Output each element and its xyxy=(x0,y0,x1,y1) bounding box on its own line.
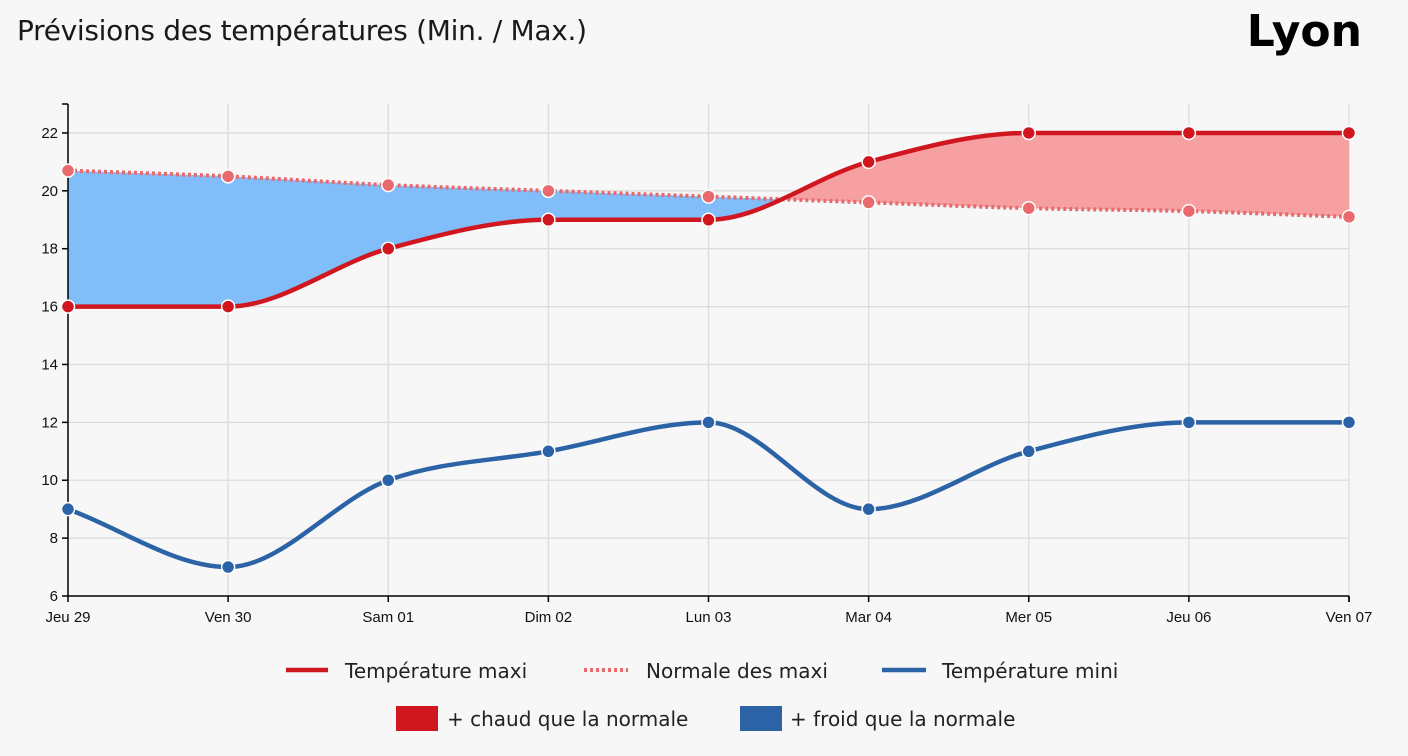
y-tick-label: 10 xyxy=(41,472,58,489)
point-temperature-maxi xyxy=(381,241,396,256)
x-tick-label: Mer 05 xyxy=(1005,609,1052,626)
x-tick-label: Jeu 06 xyxy=(1166,609,1211,626)
x-tick-label: Lun 03 xyxy=(686,609,732,626)
point-temperature-maxi xyxy=(60,299,76,314)
y-tick-label: 16 xyxy=(41,299,58,316)
point-normale-maxi xyxy=(861,195,876,210)
point-normale-maxi xyxy=(220,169,236,184)
point-temperature-mini xyxy=(1341,415,1357,430)
chart-axes: 6 8 10 12 14 16 18 20 22 Jeu 29 Ven 30 Sam 01 Dim 02… xyxy=(41,103,1373,626)
point-normale-maxi xyxy=(541,183,556,199)
point-temperature-maxi xyxy=(1021,125,1036,141)
point-temperature-mini xyxy=(541,444,556,459)
point-temperature-maxi xyxy=(701,212,716,228)
point-temperature-maxi xyxy=(541,212,556,228)
y-tick-label: 12 xyxy=(41,414,58,431)
city-name: Lyon xyxy=(1246,6,1362,57)
chart-points xyxy=(60,125,1357,575)
point-temperature-mini xyxy=(861,501,876,517)
point-normale-maxi xyxy=(1181,203,1197,219)
x-tick-label: Mar 04 xyxy=(845,609,892,626)
point-temperature-maxi xyxy=(220,299,236,314)
y-tick-label: 20 xyxy=(41,183,58,200)
x-tick-label: Ven 07 xyxy=(1326,609,1373,626)
point-temperature-maxi xyxy=(1341,125,1357,141)
area-warmer xyxy=(782,132,1349,217)
point-normale-maxi xyxy=(381,177,396,193)
point-temperature-mini xyxy=(60,501,76,517)
y-tick-label: 14 xyxy=(41,356,58,373)
point-temperature-mini xyxy=(1021,444,1036,459)
point-temperature-maxi xyxy=(1181,125,1197,141)
point-temperature-mini xyxy=(381,472,396,488)
chart-legend: Température maxi Normale des maxi Températ… xyxy=(286,659,1118,731)
x-tick-label: Jeu 29 xyxy=(45,609,90,626)
x-tick-label: Ven 30 xyxy=(205,609,252,626)
legend-plus-froid-label: + froid que la normale xyxy=(790,707,1015,731)
legend-plus-chaud-swatch xyxy=(396,706,438,731)
x-tick-label: Dim 02 xyxy=(525,609,573,626)
point-normale-maxi xyxy=(60,163,76,178)
x-tick-label: Sam 01 xyxy=(362,609,414,626)
point-temperature-mini xyxy=(701,415,716,430)
legend-temperature-mini-label: Température mini xyxy=(941,659,1118,683)
point-normale-maxi xyxy=(1021,200,1036,216)
point-temperature-mini xyxy=(1181,415,1197,430)
point-temperature-mini xyxy=(220,559,236,575)
legend-plus-chaud-label: + chaud que la normale xyxy=(447,707,688,731)
legend-normale-maxi-label: Normale des maxi xyxy=(646,659,828,683)
y-tick-label: 22 xyxy=(41,125,58,142)
chart-title: Prévisions des températures (Min. / Max.… xyxy=(17,14,587,47)
point-normale-maxi xyxy=(1341,209,1357,225)
point-normale-maxi xyxy=(701,189,716,204)
legend-temperature-maxi-label: Température maxi xyxy=(344,659,527,683)
y-tick-label: 8 xyxy=(50,530,58,547)
y-tick-label: 18 xyxy=(41,241,58,258)
y-tick-label: 6 xyxy=(50,588,58,605)
legend-plus-froid-swatch xyxy=(740,706,782,731)
point-temperature-maxi xyxy=(861,154,876,170)
